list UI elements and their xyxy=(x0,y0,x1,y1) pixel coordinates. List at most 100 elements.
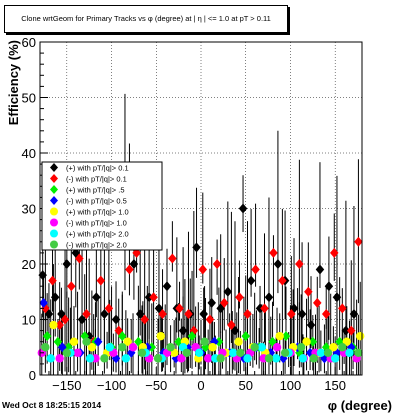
data-point xyxy=(42,331,52,342)
data-point xyxy=(199,308,208,319)
data-point xyxy=(87,343,97,352)
data-point xyxy=(323,348,333,357)
data-point xyxy=(67,281,76,292)
data-point xyxy=(192,242,201,253)
data-point xyxy=(93,336,103,347)
data-point xyxy=(255,303,265,314)
data-point xyxy=(269,247,278,258)
data-point xyxy=(243,308,252,319)
x-tick-label: 50 xyxy=(238,378,252,393)
data-point xyxy=(271,354,281,363)
data-point xyxy=(105,343,114,352)
legend-box xyxy=(41,161,163,251)
data-point xyxy=(144,292,154,303)
legend-entry: (-) with pT/|q|> 1.0 xyxy=(66,219,127,228)
x-tick-label: 0 xyxy=(197,378,204,393)
data-point xyxy=(304,286,313,297)
data-point xyxy=(295,259,304,269)
data-point xyxy=(214,336,224,347)
data-point xyxy=(125,264,134,275)
data-point xyxy=(184,308,193,319)
data-point xyxy=(243,354,252,363)
data-point xyxy=(198,264,208,275)
data-point xyxy=(257,343,267,352)
data-point xyxy=(297,308,307,319)
data-point xyxy=(347,325,356,336)
data-point xyxy=(251,264,260,275)
data-point xyxy=(338,303,347,314)
data-point xyxy=(309,354,318,363)
data-point xyxy=(356,331,365,341)
data-point xyxy=(278,275,287,286)
chart-title: Clone wrtGeom for Primary Tracks vs φ (d… xyxy=(4,5,288,33)
data-point xyxy=(298,354,308,363)
data-point xyxy=(200,337,209,346)
data-point xyxy=(332,292,342,303)
data-point xyxy=(306,320,316,331)
data-point xyxy=(236,348,245,357)
legend-marker xyxy=(50,163,58,172)
data-point xyxy=(100,354,109,363)
data-point xyxy=(241,331,250,342)
y-axis-label: Efficiency (%) xyxy=(6,40,21,125)
data-point xyxy=(220,297,229,308)
data-point xyxy=(208,343,217,352)
x-tick-label: 150 xyxy=(324,378,346,393)
data-point xyxy=(123,337,132,346)
data-point xyxy=(166,343,175,352)
legend-entry: (-) with pT/|q|> 0.5 xyxy=(66,197,127,206)
data-point xyxy=(195,348,204,357)
data-point xyxy=(324,281,334,292)
data-point xyxy=(77,314,87,325)
data-point xyxy=(330,247,339,258)
y-tick-label: 10 xyxy=(22,313,36,328)
data-point xyxy=(321,308,331,319)
data-point xyxy=(205,314,215,325)
data-point xyxy=(177,354,186,363)
legend-marker xyxy=(50,240,58,249)
data-point xyxy=(182,348,191,357)
legend-marker xyxy=(50,196,58,205)
data-point xyxy=(212,259,222,269)
data-point xyxy=(203,354,213,363)
data-point xyxy=(178,325,188,336)
data-point xyxy=(96,275,106,286)
data-point xyxy=(229,348,238,357)
data-point xyxy=(275,331,284,341)
data-point xyxy=(135,308,145,319)
data-point xyxy=(264,354,274,363)
data-point xyxy=(121,354,131,363)
legend-entry: (+) with pT/|q|> .5 xyxy=(66,186,125,195)
data-point xyxy=(62,348,72,357)
data-point xyxy=(235,292,244,303)
legend-entry: (+) with pT/|q|> 1.0 xyxy=(66,208,129,217)
data-point xyxy=(223,286,233,297)
data-point xyxy=(316,348,326,357)
data-point xyxy=(341,325,351,336)
data-point xyxy=(302,337,311,346)
data-point xyxy=(41,343,50,352)
data-point xyxy=(82,308,91,319)
data-point xyxy=(175,303,184,314)
data-point xyxy=(273,259,283,269)
data-point xyxy=(354,236,363,247)
legend-marker xyxy=(50,218,58,227)
legend-entry: (+) with pT/|q|> 0.1 xyxy=(66,164,129,173)
data-point xyxy=(104,303,114,314)
data-point xyxy=(82,337,91,346)
data-point xyxy=(118,343,127,352)
legend-marker xyxy=(50,229,58,238)
data-point xyxy=(75,253,84,264)
data-point xyxy=(238,203,248,214)
data-point xyxy=(281,331,291,342)
y-tick-label: 0 xyxy=(29,368,36,383)
data-point xyxy=(153,354,163,363)
y-tick-label: 40 xyxy=(22,146,36,161)
data-point xyxy=(48,275,57,286)
data-point xyxy=(272,343,282,352)
data-point xyxy=(62,259,72,269)
legend-entry: (+) with pT/|q|> 2.0 xyxy=(66,230,129,239)
data-point xyxy=(69,337,79,346)
data-point xyxy=(216,354,225,363)
